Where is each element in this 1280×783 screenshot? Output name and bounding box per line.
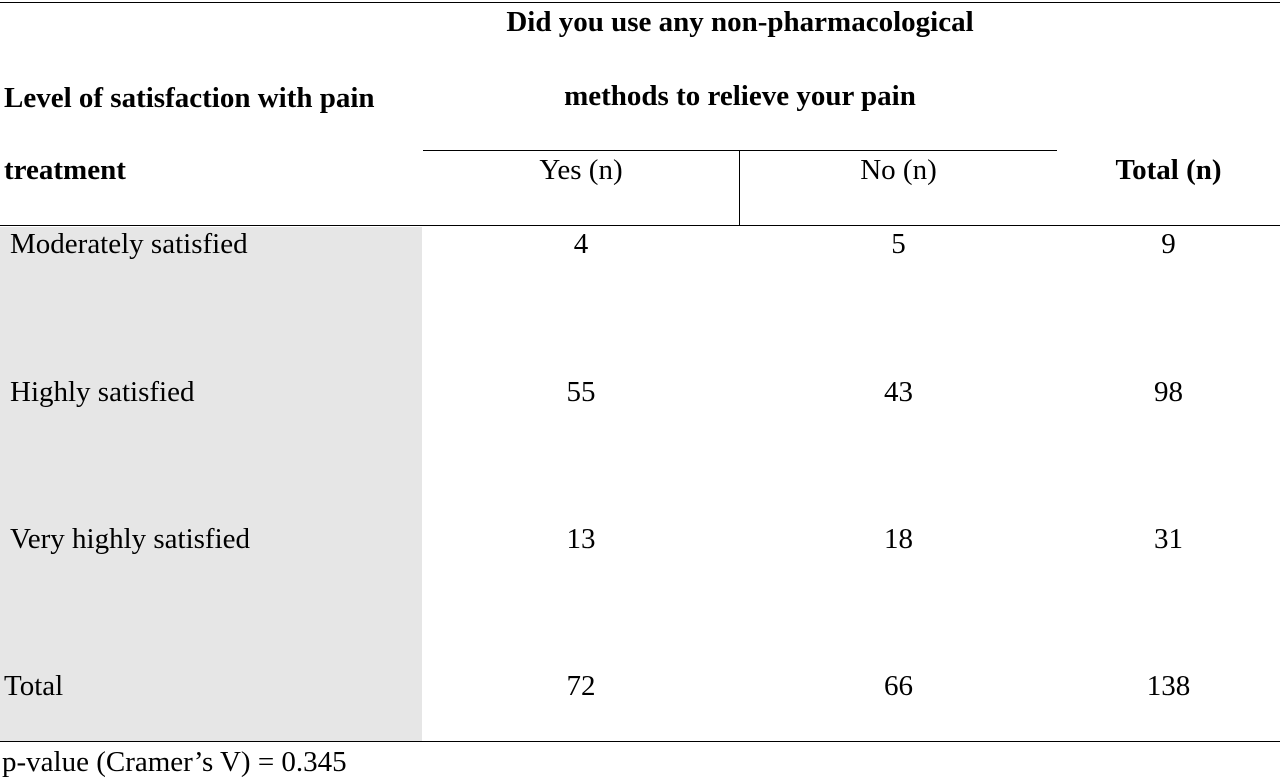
cell-no: 5	[891, 228, 906, 260]
label-column-shade	[0, 227, 422, 741]
row-header-line2: treatment	[4, 154, 126, 186]
cell-total: 138	[1146, 670, 1191, 702]
yes-no-divider	[739, 150, 740, 225]
group-header-line2: methods to relieve your pain	[564, 80, 916, 112]
footnote: p-value (Cramer’s V) = 0.345	[2, 746, 347, 778]
group-header-rule	[423, 150, 1057, 151]
row-label: Very highly satisfied	[10, 523, 251, 555]
group-header-line1: Did you use any non-pharmacological	[506, 6, 974, 38]
row-label: Highly satisfied	[10, 376, 195, 408]
cell-total: 9	[1161, 228, 1176, 260]
table-bottom-rule	[0, 741, 1280, 742]
col-header-no: No (n)	[860, 154, 937, 186]
cell-no: 66	[884, 670, 913, 702]
row-label-total: Total	[4, 670, 64, 702]
row-header-line1: Level of satisfaction with pain	[4, 82, 375, 114]
cell-yes: 55	[566, 376, 596, 408]
cell-no: 43	[884, 376, 913, 408]
cell-total: 31	[1154, 523, 1183, 555]
row-label: Moderately satisfied	[10, 228, 248, 260]
cell-yes: 4	[573, 228, 589, 260]
col-header-yes: Yes (n)	[539, 154, 623, 186]
cell-total: 98	[1154, 376, 1183, 408]
cell-yes: 13	[566, 523, 596, 555]
top-rule	[0, 2, 1280, 3]
header-bottom-rule	[0, 225, 1280, 226]
cell-no: 18	[884, 523, 913, 555]
cell-yes: 72	[566, 670, 596, 702]
col-header-total: Total (n)	[1115, 154, 1222, 186]
